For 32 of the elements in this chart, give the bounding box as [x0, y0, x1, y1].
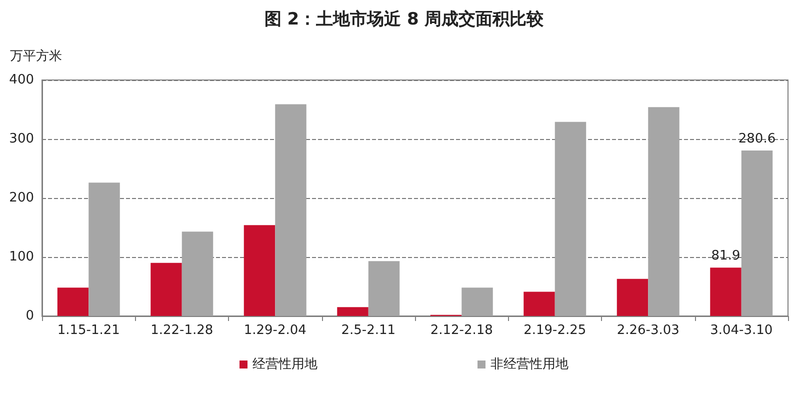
bar — [710, 268, 742, 316]
y-tick-label: 200 — [9, 190, 34, 206]
y-tick-label: 400 — [9, 72, 34, 88]
bar — [244, 225, 276, 316]
y-tick-label: 0 — [26, 308, 34, 324]
x-tick-label: 1.15-1.21 — [57, 323, 120, 338]
y-tick-label: 300 — [9, 132, 34, 146]
bar — [462, 288, 493, 316]
bar — [524, 292, 555, 316]
bar — [57, 288, 89, 316]
y-axis-title: 万平方米 — [10, 48, 62, 64]
x-tick-label: 2.12-2.18 — [430, 323, 493, 338]
bar — [182, 232, 214, 316]
bar — [150, 262, 182, 316]
legend-label: 非经营性用地 — [490, 357, 568, 372]
bar — [741, 150, 773, 316]
x-tick-label: 2.26-3.03 — [616, 323, 680, 338]
x-tick-label: 3.04-3.10 — [710, 323, 773, 338]
x-tick-label: 2.19-2.25 — [524, 323, 586, 338]
x-tick-label: 1.22-1.28 — [150, 323, 214, 338]
legend-label: 经营性用地 — [252, 357, 318, 372]
x-tick-label: 1.29-2.04 — [244, 323, 306, 338]
y-tick-label: 100 — [9, 250, 34, 264]
bar — [368, 261, 400, 316]
bar — [648, 107, 680, 316]
bar — [88, 182, 120, 316]
bar — [616, 278, 648, 316]
bar — [275, 104, 306, 316]
bar — [554, 122, 586, 316]
bar — [337, 307, 368, 316]
chart-title: 图 2：土地市场近 8 周成交面积比较 — [264, 10, 545, 30]
x-tick-label: 2.5-2.11 — [341, 323, 396, 338]
